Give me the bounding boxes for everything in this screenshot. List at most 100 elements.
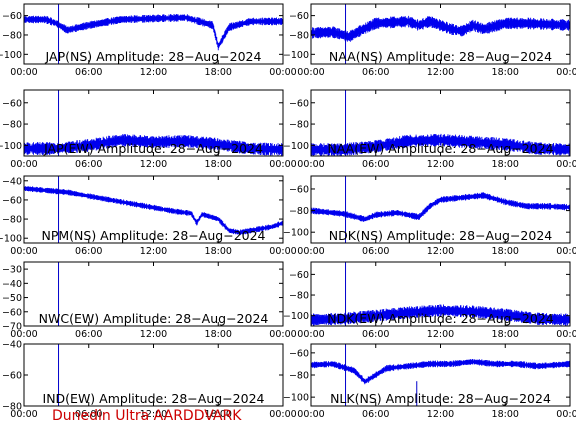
y-tick-label: −100	[283, 393, 309, 404]
panel-title: JAP(NS) Amplitude: 28−Aug−2024	[45, 49, 262, 64]
x-tick-label: 18:00	[205, 409, 232, 420]
series-trace	[311, 15, 570, 42]
x-tick-label: 12:00	[427, 409, 454, 420]
y-tick-label: −80	[289, 120, 309, 131]
y-tick-label: −40	[2, 279, 22, 290]
x-tick-label: 00:00	[297, 409, 324, 420]
x-tick-label: 18:00	[492, 159, 519, 170]
x-tick-label: 00:00	[10, 67, 37, 78]
x-tick-label: 00:00	[269, 246, 296, 257]
y-tick-label: −60	[2, 371, 22, 382]
y-tick-label: −60	[289, 270, 309, 281]
panel-6: −100−80−6000:0006:0012:0018:0000:00NDK(N…	[283, 175, 576, 257]
x-tick-label: 12:00	[140, 159, 167, 170]
x-tick-label: 06:00	[362, 67, 389, 78]
panel-3: −100 −80 −60 00:00 06:00 12:00 18:00 00:00 JAP(E…	[0, 89, 297, 170]
panel-7: −70 −60 −50 −40 −30 00:00 06:00 12:00 18:00 00:00…	[2, 261, 297, 340]
panel-10: −100 −80 −60 00:00 06:00 12:00 18:00 00:00 NLK(N…	[283, 343, 576, 420]
y-tick-label: −100	[283, 141, 309, 152]
x-tick-label: 18:00	[492, 67, 519, 78]
x-tick-label: 06:00	[75, 246, 102, 257]
y-tick-label: −60	[289, 348, 309, 359]
panel-title: NDK(NS) Amplitude: 28−Aug−2024	[329, 228, 553, 243]
x-tick-label: 12:00	[140, 67, 167, 78]
x-tick-label: 18:00	[492, 246, 519, 257]
series-trace	[311, 359, 570, 385]
y-tick-label: −30	[2, 265, 22, 276]
y-tick-label: −60	[289, 11, 309, 22]
x-tick-label: 12:00	[427, 329, 454, 340]
x-tick-label: 06:00	[75, 409, 102, 420]
y-tick-label: −70	[2, 322, 22, 333]
y-tick-label: −80	[2, 30, 22, 41]
panel-title: NAA(NS) Amplitude: 28−Aug−2024	[329, 49, 552, 64]
x-tick-label: 00:00	[297, 246, 324, 257]
y-tick-label: −100	[283, 228, 309, 239]
panel-title: NDK(EW) Amplitude: 28−Aug−2024	[327, 311, 554, 326]
y-tick-label: −100	[283, 50, 309, 61]
y-tick-label: −60	[289, 98, 309, 109]
panel-8: −100 −80 −60 00:00 06:00 12:00 18:00 00:00NDK(E…	[283, 261, 576, 340]
x-tick-label: 00:00	[269, 159, 296, 170]
x-tick-label: 06:00	[75, 329, 102, 340]
panel-title: NAA(EW) Amplitude: 28−Aug−2024	[327, 141, 553, 156]
panel-title: IND(EW) Amplitude: 28−Aug−2024	[43, 391, 265, 406]
y-tick-label: −60	[2, 11, 22, 22]
x-tick-label: 00:00	[556, 246, 576, 257]
y-tick-label: −40	[2, 340, 22, 351]
x-tick-label: 00:00	[10, 159, 37, 170]
panel-title: NWC(EW) Amplitude: 28−Aug−2024	[39, 311, 269, 326]
y-tick-label: −80	[289, 291, 309, 302]
plot-area	[24, 90, 283, 156]
x-tick-label: 00:00	[269, 329, 296, 340]
y-tick-label: −100	[0, 234, 22, 245]
panel-title: NLK(NS) Amplitude: 28−Aug−2024	[330, 391, 551, 406]
panel-2: −100 −80 −60 00:00 06:00 12:00 18:00 00:00 NAA(N…	[283, 3, 576, 78]
x-tick-label: 00:00	[297, 159, 324, 170]
x-tick-label: 18:00	[492, 409, 519, 420]
x-tick-label: 12:00	[140, 329, 167, 340]
y-tick-label: −100	[283, 311, 309, 322]
x-tick-label: 00:00	[297, 329, 324, 340]
plot-area	[311, 4, 570, 64]
series-trace	[24, 14, 283, 51]
panel-1: −100 −80 −60 00:00 06:00 12:00 18:00 00:00 JAP(N…	[0, 3, 297, 78]
series-trace	[311, 192, 570, 222]
series-trace	[311, 304, 570, 326]
x-tick-label: 12:00	[140, 246, 167, 257]
x-tick-label: 00:00	[556, 329, 576, 340]
series-trace	[24, 134, 283, 156]
y-tick-label: −80	[2, 120, 22, 131]
y-tick-label: −100	[0, 141, 22, 152]
y-tick-label: −60	[2, 195, 22, 206]
plot-area	[311, 90, 570, 156]
panel-4: −100 −80 −60 00:00 06:00 12:00 18:00 00:00NAA(E…	[283, 89, 576, 170]
x-tick-label: 18:00	[205, 329, 232, 340]
plot-area	[311, 344, 570, 406]
x-tick-label: 00:00	[297, 67, 324, 78]
x-tick-label: 00:00	[269, 409, 296, 420]
series-trace	[24, 185, 283, 236]
y-tick-label: −80	[289, 206, 309, 217]
x-tick-label: 00:00	[556, 159, 576, 170]
plot-area	[311, 262, 570, 326]
x-tick-label: 00:00	[556, 409, 576, 420]
x-tick-label: 18:00	[205, 67, 232, 78]
plot-area	[24, 4, 283, 64]
y-tick-label: −80	[2, 215, 22, 226]
x-tick-label: 06:00	[75, 159, 102, 170]
plot-area	[311, 176, 570, 243]
x-tick-label: 12:00	[427, 159, 454, 170]
y-tick-label: −60	[289, 184, 309, 195]
y-tick-label: −80	[289, 30, 309, 41]
y-tick-label: −80	[289, 371, 309, 382]
y-tick-label: −40	[2, 176, 22, 187]
panel-title: JAP(EW) Amplitude: 28−Aug−2024	[43, 141, 263, 156]
y-tick-label: −100	[0, 50, 22, 61]
x-tick-label: 06:00	[362, 329, 389, 340]
x-tick-label: 06:00	[362, 409, 389, 420]
x-tick-label: 00:00	[556, 67, 576, 78]
x-tick-label: 06:00	[362, 159, 389, 170]
plot-area	[24, 176, 283, 243]
